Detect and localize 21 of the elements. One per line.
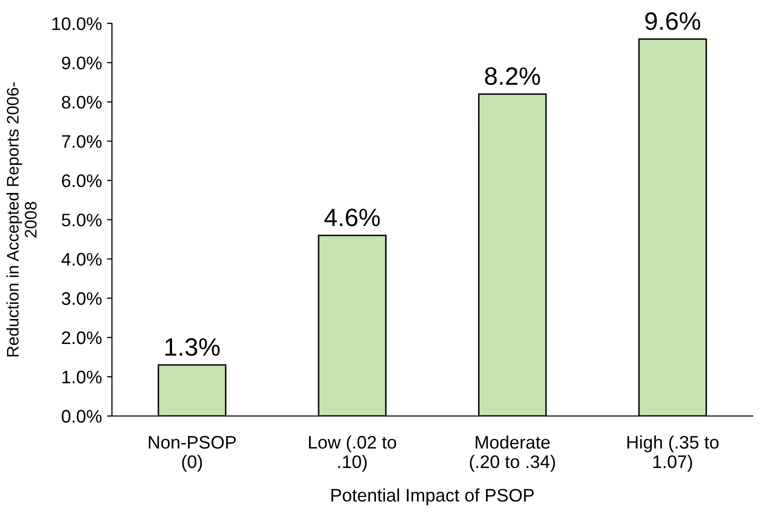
- y-tick-label: 8.0%: [62, 96, 102, 109]
- x-tick-label: High (.35 to 1.07): [627, 435, 719, 472]
- y-tick-label: 6.0%: [62, 174, 102, 188]
- y-tick-label: 0.0%: [62, 410, 102, 423]
- y-tick-label: 9.0%: [62, 56, 102, 70]
- x-tick-label: Low (.02 to .10): [309, 435, 396, 472]
- y-tick-label: 5.0%: [62, 214, 102, 226]
- data-label: 1.3%: [165, 338, 220, 356]
- data-label: 8.2%: [485, 67, 540, 85]
- y-tick-label: 10.0%: [52, 17, 102, 30]
- data-label: 9.6%: [645, 12, 700, 30]
- x-tick-label: Moderate (.20 to .34): [470, 435, 555, 472]
- y-tick-label: 7.0%: [62, 135, 102, 148]
- x-axis-title: Potential Impact of PSOP: [331, 488, 534, 506]
- y-tick-label: 1.0%: [62, 370, 102, 384]
- y-tick-label: 3.0%: [62, 292, 102, 305]
- data-label: 4.6%: [324, 208, 380, 226]
- y-axis-title: Reduction in Accepted Reports 2006- 2008: [6, 82, 37, 356]
- y-tick-label: 2.0%: [62, 331, 102, 344]
- x-tick-label: Non-PSOP (0): [148, 436, 236, 472]
- y-tick-label: 4.0%: [61, 252, 102, 266]
